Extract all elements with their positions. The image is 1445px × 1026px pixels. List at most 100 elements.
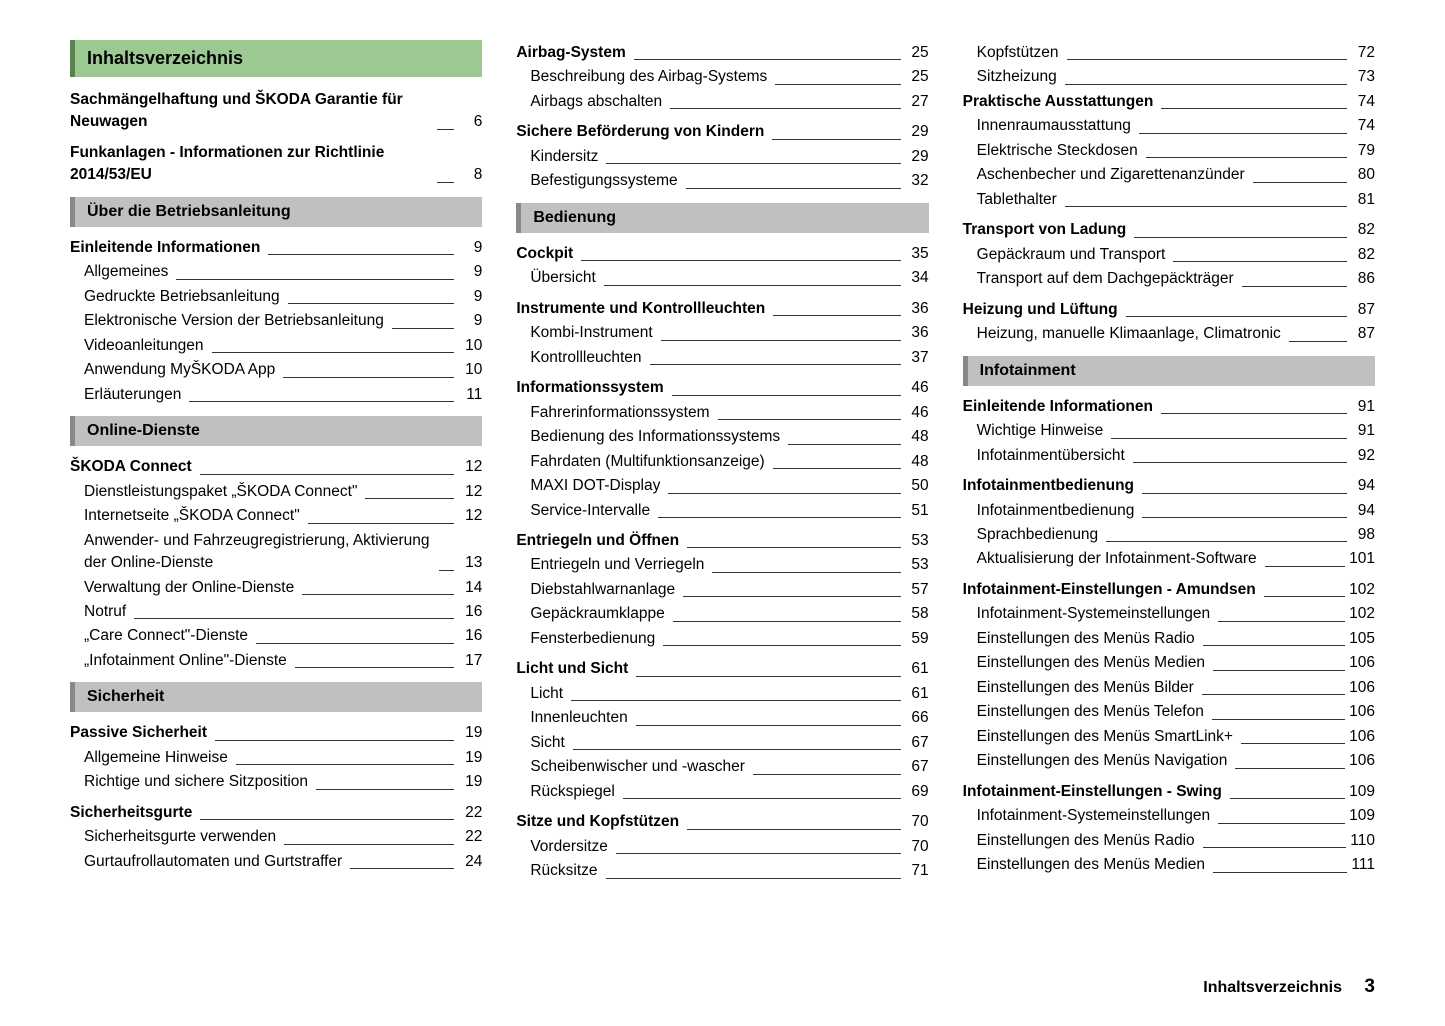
toc-entry[interactable]: Einleitende Informationen9 — [70, 237, 482, 259]
toc-entry[interactable]: Einstellungen des Menüs Telefon106 — [963, 701, 1375, 723]
toc-entry[interactable]: Aschenbecher und Zigarettenanzünder80 — [963, 164, 1375, 186]
toc-entry[interactable]: Einstellungen des Menüs Radio110 — [963, 830, 1375, 852]
toc-entry[interactable]: Scheibenwischer und -wascher67 — [516, 756, 928, 778]
toc-entry[interactable]: Kombi-Instrument36 — [516, 322, 928, 344]
toc-entry[interactable]: MAXI DOT-Display50 — [516, 475, 928, 497]
toc-entry[interactable]: Licht61 — [516, 683, 928, 705]
toc-entry[interactable]: Beschreibung des Airbag-Systems25 — [516, 66, 928, 88]
toc-entry[interactable]: Cockpit35 — [516, 243, 928, 265]
toc-entry[interactable]: Innenleuchten66 — [516, 707, 928, 729]
toc-entry[interactable]: Service-Intervalle51 — [516, 500, 928, 522]
toc-entry[interactable]: Gurtaufrollautomaten und Gurtstraffer24 — [70, 851, 482, 873]
toc-entry[interactable]: Erläuterungen11 — [70, 384, 482, 406]
toc-entry[interactable]: Einstellungen des Menüs Bilder106 — [963, 677, 1375, 699]
toc-entry[interactable]: Infotainment-Systemeinstellungen102 — [963, 603, 1375, 625]
toc-entry[interactable]: Sichere Beförderung von Kindern29 — [516, 121, 928, 143]
toc-entry[interactable]: Anwender- und Fahrzeugregistrierung, Akt… — [70, 530, 482, 575]
toc-entry[interactable]: Notruf16 — [70, 601, 482, 623]
toc-entry[interactable]: Kontrollleuchten37 — [516, 347, 928, 369]
toc-entry[interactable]: Licht und Sicht61 — [516, 658, 928, 680]
toc-entry[interactable]: Fahrdaten (Multifunktionsanzeige)48 — [516, 451, 928, 473]
toc-entry[interactable]: Einstellungen des Menüs Medien106 — [963, 652, 1375, 674]
toc-entry[interactable]: Wichtige Hinweise91 — [963, 420, 1375, 442]
toc-entry[interactable]: Tablethalter81 — [963, 189, 1375, 211]
toc-leader — [571, 700, 901, 701]
toc-entry[interactable]: Innenraumausstattung74 — [963, 115, 1375, 137]
toc-leader — [1065, 84, 1347, 85]
toc-entry[interactable]: Fahrerinformationssystem46 — [516, 402, 928, 424]
toc-entry[interactable]: Vordersitze70 — [516, 836, 928, 858]
toc-entry[interactable]: Elektronische Version der Betriebsanleit… — [70, 310, 482, 332]
toc-entry[interactable]: Übersicht34 — [516, 267, 928, 289]
toc-entry[interactable]: Internetseite „ŠKODA Connect"12 — [70, 505, 482, 527]
toc-entry[interactable]: Dienstleistungspaket „ŠKODA Connect"12 — [70, 481, 482, 503]
toc-entry[interactable]: Kindersitz29 — [516, 146, 928, 168]
toc-entry[interactable]: Allgemeine Hinweise19 — [70, 747, 482, 769]
toc-entry[interactable]: Allgemeines9 — [70, 261, 482, 283]
toc-entry[interactable]: Befestigungssysteme32 — [516, 170, 928, 192]
toc-entry[interactable]: Sachmängelhaftung und ŠKODA Garantie für… — [70, 89, 482, 134]
toc-entry[interactable]: Infotainment-Einstellungen - Amundsen102 — [963, 579, 1375, 601]
toc-entry[interactable]: Einstellungen des Menüs Medien111 — [963, 854, 1375, 876]
toc-leader — [753, 774, 901, 775]
toc-entry[interactable]: Richtige und sichere Sitzposition19 — [70, 771, 482, 793]
toc-entry-label: Infotainmentbedienung — [977, 500, 1139, 522]
toc-entry[interactable]: Anwendung MyŠKODA App10 — [70, 359, 482, 381]
toc-entry[interactable]: „Infotainment Online"-Dienste17 — [70, 650, 482, 672]
toc-entry[interactable]: Einstellungen des Menüs SmartLink+106 — [963, 726, 1375, 748]
toc-entry[interactable]: Gepäckraumklappe58 — [516, 603, 928, 625]
toc-entry[interactable]: Einleitende Informationen91 — [963, 396, 1375, 418]
toc-entry[interactable]: Infotainment-Systemeinstellungen109 — [963, 805, 1375, 827]
toc-entry[interactable]: Gepäckraum und Transport82 — [963, 244, 1375, 266]
toc-entry[interactable]: Elektrische Steckdosen79 — [963, 140, 1375, 162]
toc-entry[interactable]: Sicherheitsgurte verwenden22 — [70, 826, 482, 848]
toc-entry[interactable]: Sicherheitsgurte22 — [70, 802, 482, 824]
toc-entry-page: 91 — [1351, 420, 1375, 442]
toc-entry[interactable]: Infotainmentbedienung94 — [963, 475, 1375, 497]
toc-leader — [236, 764, 454, 765]
toc-entry[interactable]: Infotainmentübersicht92 — [963, 445, 1375, 467]
page-footer: Inhaltsverzeichnis 3 — [1203, 976, 1375, 998]
toc-entry[interactable]: Videoanleitungen10 — [70, 335, 482, 357]
toc-entry[interactable]: „Care Connect"-Dienste16 — [70, 625, 482, 647]
toc-entry[interactable]: Entriegeln und Verriegeln53 — [516, 554, 928, 576]
toc-entry[interactable]: Praktische Ausstattungen74 — [963, 91, 1375, 113]
toc-entry[interactable]: Aktualisierung der Infotainment-Software… — [963, 548, 1375, 570]
toc-entry-page: 9 — [458, 310, 482, 332]
toc-entry[interactable]: Rückspiegel69 — [516, 781, 928, 803]
toc-entry[interactable]: Rücksitze71 — [516, 860, 928, 882]
toc-entry[interactable]: Sitze und Kopfstützen70 — [516, 811, 928, 833]
toc-entry[interactable]: Instrumente und Kontrollleuchten36 — [516, 298, 928, 320]
section-heading: Online-Dienste — [70, 416, 482, 446]
toc-entry[interactable]: Einstellungen des Menüs Navigation106 — [963, 750, 1375, 772]
toc-entry[interactable]: Infotainment-Einstellungen - Swing109 — [963, 781, 1375, 803]
toc-entry[interactable]: Entriegeln und Öffnen53 — [516, 530, 928, 552]
toc-entry[interactable]: ŠKODA Connect12 — [70, 456, 482, 478]
toc-entry-page: 25 — [905, 66, 929, 88]
toc-entry-label: Sachmängelhaftung und ŠKODA Garantie für… — [70, 89, 433, 134]
toc-entry[interactable]: Transport auf dem Dachgepäckträger86 — [963, 268, 1375, 290]
toc-entry-page: 105 — [1349, 628, 1375, 650]
toc-entry[interactable]: Funkanlagen - Informationen zur Richtlin… — [70, 142, 482, 187]
toc-entry[interactable]: Bedienung des Informationssystems48 — [516, 426, 928, 448]
toc-entry[interactable]: Diebstahlwarnanlage57 — [516, 579, 928, 601]
toc-leader — [283, 377, 454, 378]
toc-entry[interactable]: Verwaltung der Online-Dienste14 — [70, 577, 482, 599]
toc-entry[interactable]: Gedruckte Betriebsanleitung9 — [70, 286, 482, 308]
toc-entry[interactable]: Passive Sicherheit19 — [70, 722, 482, 744]
toc-entry[interactable]: Infotainmentbedienung94 — [963, 500, 1375, 522]
toc-entry[interactable]: Sprachbedienung98 — [963, 524, 1375, 546]
toc-entry-page: 12 — [458, 481, 482, 503]
toc-entry[interactable]: Airbag-System25 — [516, 42, 928, 64]
toc-entry[interactable]: Heizung und Lüftung87 — [963, 299, 1375, 321]
toc-entry[interactable]: Fensterbedienung59 — [516, 628, 928, 650]
toc-entry[interactable]: Sitzheizung73 — [963, 66, 1375, 88]
toc-entry[interactable]: Airbags abschalten27 — [516, 91, 928, 113]
toc-entry[interactable]: Transport von Ladung82 — [963, 219, 1375, 241]
toc-entry-page: 82 — [1351, 244, 1375, 266]
toc-entry[interactable]: Einstellungen des Menüs Radio105 — [963, 628, 1375, 650]
toc-entry[interactable]: Sicht67 — [516, 732, 928, 754]
toc-entry[interactable]: Informationssystem46 — [516, 377, 928, 399]
toc-entry[interactable]: Heizung, manuelle Klimaanlage, Climatron… — [963, 323, 1375, 345]
toc-entry[interactable]: Kopfstützen72 — [963, 42, 1375, 64]
